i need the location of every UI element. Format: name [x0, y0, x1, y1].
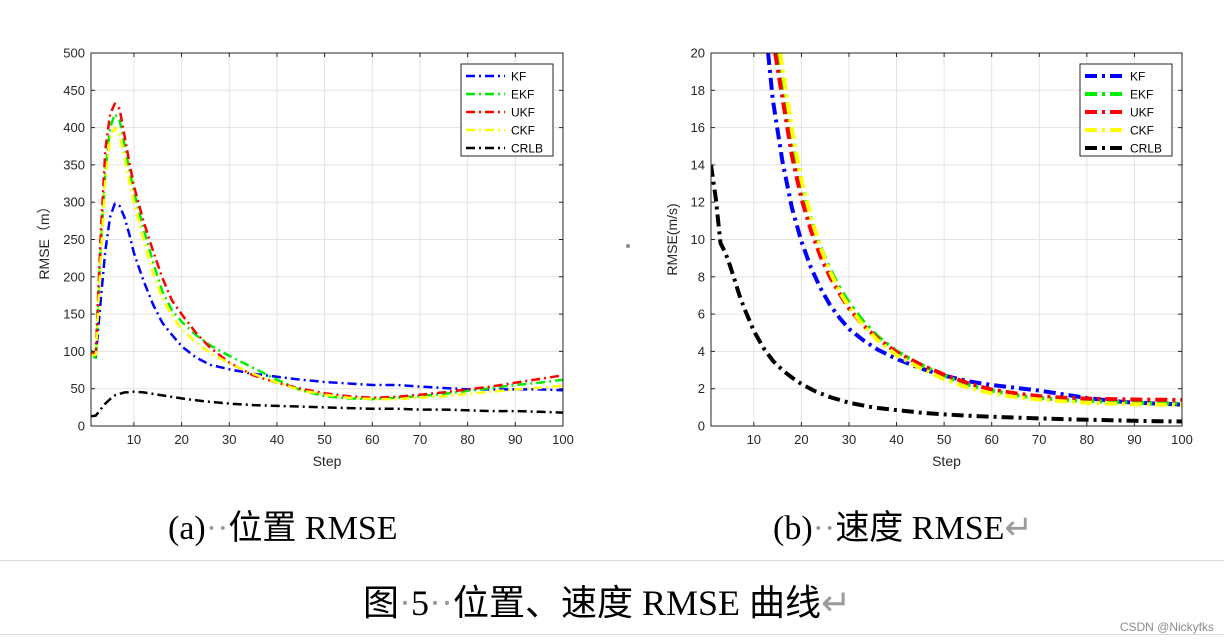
position-xtick-label: 40 [270, 432, 284, 447]
velocity-legend-label-ekf: EKF [1130, 88, 1153, 102]
velocity-legend-label-ckf: CKF [1130, 124, 1154, 138]
caption-b: (b)··速度 RMSE↵ [773, 500, 1033, 549]
velocity-ytick-label: 12 [691, 195, 705, 210]
velocity-xtick-label: 70 [1032, 432, 1046, 447]
caption-b-return-mark: ↵ [1004, 510, 1033, 547]
figure-caption-mark1: · [399, 583, 412, 623]
velocity-ytick-label: 18 [691, 83, 705, 98]
velocity-ytick-label: 0 [698, 419, 705, 434]
position-ytick-label: 300 [63, 195, 85, 210]
position-ytick-label: 500 [63, 46, 85, 61]
position-xtick-label: 60 [365, 432, 379, 447]
position-series-ckf [91, 126, 563, 401]
caption-a-prefix: (a) [168, 510, 206, 547]
velocity-xtick-label: 20 [794, 432, 808, 447]
position-series-group [91, 102, 563, 418]
figure-caption-prefix: 图 [363, 583, 400, 623]
velocity-legend-label-ukf: UKF [1130, 106, 1154, 120]
caption-b-mark: ·· [812, 510, 836, 547]
caption-a-text: 位置 RMSE [228, 510, 398, 547]
position-ytick-label: 350 [63, 157, 85, 172]
position-legend-label-ekf: EKF [511, 88, 534, 102]
position-legend-label-crlb: CRLB [511, 142, 543, 156]
velocity-xlabel: Step [932, 453, 961, 469]
velocity-ytick-label: 10 [691, 232, 705, 247]
position-series-ekf [91, 112, 563, 401]
caption-a: (a)··位置 RMSE [168, 500, 398, 549]
velocity-legend-label-crlb: CRLB [1130, 142, 1162, 156]
velocity-legend: KF EKF UKF CKF CRLB [1079, 63, 1173, 157]
velocity-xtick-label: 30 [842, 432, 856, 447]
caption-b-text: 速度 RMSE [835, 510, 1005, 547]
velocity-series-group [711, 53, 1182, 424]
position-xtick-label: 10 [127, 432, 141, 447]
velocity-series-crlb [711, 164, 1182, 424]
velocity-ytick-label: 4 [698, 344, 705, 359]
position-rmse-chart: 10 20 30 40 50 60 70 80 90 100 0 50 100 150 200 250 300 3… [36, 46, 574, 470]
velocity-ytick-label: 6 [698, 307, 705, 322]
figure-caption-mark2: ·· [429, 583, 453, 623]
separator-bottom [0, 634, 1224, 635]
velocity-rmse-chart: 10 20 30 40 50 60 70 80 90 100 0 2 4 6 8 10 12 14 16 18 20 St… [664, 46, 1193, 470]
position-ytick-label: 100 [63, 344, 85, 359]
velocity-xtick-label: 80 [1080, 432, 1094, 447]
position-xlabel: Step [313, 453, 342, 469]
velocity-ylabel: RMSE(m/s) [664, 203, 680, 275]
velocity-ytick-label: 16 [691, 120, 705, 135]
separator-top [0, 560, 1224, 561]
caption-a-mark: ·· [205, 510, 229, 547]
position-ytick-label: 50 [71, 381, 85, 396]
velocity-legend-label-kf: KF [1130, 70, 1145, 84]
caption-b-prefix: (b) [773, 510, 813, 547]
position-xtick-label: 70 [413, 432, 427, 447]
position-legend: KF EKF UKF CKF CRLB [460, 63, 554, 157]
position-ytick-label: 200 [63, 269, 85, 284]
velocity-xtick-label: 40 [889, 432, 903, 447]
position-xtick-label: 30 [222, 432, 236, 447]
position-xtick-label: 50 [317, 432, 331, 447]
position-xtick-label: 100 [552, 432, 574, 447]
position-ytick-label: 250 [63, 232, 85, 247]
position-series-ukf [91, 102, 563, 399]
velocity-series-ckf [778, 53, 1182, 407]
position-legend-label-ukf: UKF [511, 106, 535, 120]
figure-caption-number: 5 [411, 583, 430, 623]
velocity-xtick-label: 90 [1127, 432, 1141, 447]
velocity-ytick-label: 2 [698, 381, 705, 396]
velocity-ytick-label: 8 [698, 269, 705, 284]
position-ylabel: RMSE（m） [36, 199, 52, 279]
velocity-ytick-label: 20 [691, 46, 705, 61]
velocity-xtick-label: 100 [1171, 432, 1193, 447]
velocity-xtick-label: 60 [984, 432, 998, 447]
position-xtick-label: 20 [174, 432, 188, 447]
velocity-xtick-label: 10 [747, 432, 761, 447]
position-legend-label-kf: KF [511, 70, 526, 84]
position-legend-label-ckf: CKF [511, 124, 535, 138]
position-series-crlb [91, 390, 563, 418]
watermark: CSDN @Nickyfks [1119, 620, 1214, 634]
position-xtick-label: 90 [508, 432, 522, 447]
position-xtick-label: 80 [460, 432, 474, 447]
position-ytick-label: 400 [63, 120, 85, 135]
position-legend-box [460, 63, 554, 157]
velocity-series-ukf [773, 53, 1182, 402]
position-series-kf [91, 202, 563, 392]
figure-caption-return-mark: ↵ [821, 583, 852, 623]
velocity-ytick-label: 14 [691, 157, 705, 172]
position-ytick-label: 450 [63, 83, 85, 98]
figure-canvas: 10 20 30 40 50 60 70 80 90 1000501001502002503003… [36, 46, 1193, 470]
stray-dot [626, 244, 630, 248]
position-ytick-label: 0 [78, 419, 85, 434]
velocity-xtick-label: 50 [937, 432, 951, 447]
figure-caption-text: 位置、速度 RMSE 曲线 [453, 583, 822, 623]
position-ytick-label: 150 [63, 307, 85, 322]
figure-caption: 图·5··位置、速度 RMSE 曲线↵ [363, 574, 851, 626]
